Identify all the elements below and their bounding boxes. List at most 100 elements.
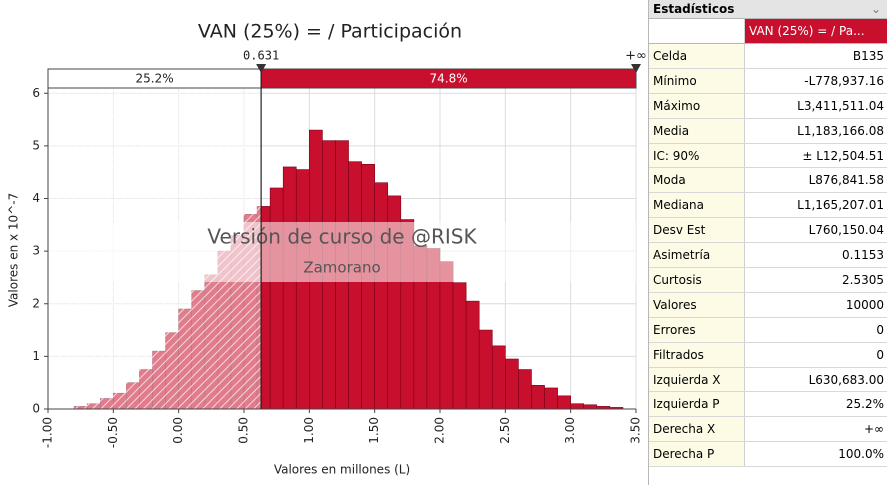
stat-label: Derecha P xyxy=(649,442,745,467)
stat-label: Curtosis xyxy=(649,268,745,292)
bar xyxy=(531,385,545,410)
x-tick-label: 2.00 xyxy=(433,417,447,444)
chart: VAN (25%) = / Participación Valores en m… xyxy=(7,21,647,477)
stat-value: 2.5305 xyxy=(842,273,884,288)
stat-value: L876,841.58 xyxy=(808,173,884,188)
stats-row: IC: 90% ± L12,504.51 xyxy=(649,143,887,169)
stats-row: Mínimo -L778,937.16 xyxy=(649,68,887,94)
x-tick-label: 2.50 xyxy=(498,417,512,444)
delimiter-label: +∞ xyxy=(625,49,647,64)
y-tick-label: 6 xyxy=(32,86,40,100)
stat-value: 0 xyxy=(876,322,884,337)
stat-label: Filtrados xyxy=(649,342,745,367)
statistics-panel: Estadísticos ⌄ VAN (25%) = / Pa... Celda B… xyxy=(648,0,887,485)
watermark-text: Versión de curso de @RISK xyxy=(207,225,477,249)
stats-rows: Celda B135 Mínimo -L778,937.16 Máximo L3,411,… xyxy=(649,44,887,468)
y-tick-label: 1 xyxy=(32,349,40,363)
y-axis-title: Valores en x 10^-7 xyxy=(7,193,21,307)
stat-value: 0 xyxy=(876,347,884,362)
x-tick-label: -0.50 xyxy=(106,417,120,448)
watermark-subtext: Zamorano xyxy=(303,259,380,277)
stat-label: Izquierda P xyxy=(649,392,745,417)
y-tick-label: 4 xyxy=(32,191,40,205)
bar xyxy=(282,166,297,410)
chevron[interactable]: ⌄ xyxy=(870,2,881,16)
stat-value: ± L12,504.51 xyxy=(802,148,884,163)
stats-row: Filtrados 0 xyxy=(649,342,887,368)
watermark-band xyxy=(48,222,636,282)
stat-value: 0.1153 xyxy=(842,248,884,263)
stat-value: 100.0% xyxy=(838,447,884,462)
bar xyxy=(348,161,362,410)
bar xyxy=(583,404,598,410)
x-tick-label: 1.50 xyxy=(367,417,381,444)
x-tick-label: -1.00 xyxy=(41,417,55,448)
bar xyxy=(465,300,480,410)
bar xyxy=(505,358,519,410)
stats-row: Curtosis 2.5305 xyxy=(649,268,887,293)
stats-row: Izquierda P 25.2% xyxy=(649,392,887,418)
delimiter-handle[interactable] xyxy=(631,64,641,73)
stats-row: Izquierda X L630,683.00 xyxy=(649,367,887,393)
stats-row: Desv Est L760,150.04 xyxy=(649,218,887,244)
bar xyxy=(269,187,284,410)
stat-value: 25.2% xyxy=(845,397,884,412)
stat-value: L1,165,207.01 xyxy=(797,198,884,213)
stats-row: Moda L876,841.58 xyxy=(649,168,887,194)
stats-row: Celda B135 xyxy=(649,44,887,69)
stats-row: Asimetría 0.1153 xyxy=(649,243,887,269)
y-tick-label: 2 xyxy=(32,296,40,310)
bar xyxy=(439,261,454,410)
panel-title: Estadísticos xyxy=(653,2,735,16)
stats-row: Errores 0 xyxy=(649,317,887,343)
x-tick-label: 0.00 xyxy=(171,417,185,444)
bar xyxy=(452,282,467,410)
x-tick-label: 0.50 xyxy=(237,417,251,444)
bar xyxy=(518,369,532,410)
stat-label: Media xyxy=(649,118,745,143)
stat-label: Mínimo xyxy=(649,68,745,93)
column-header: VAN (25%) = / Pa... xyxy=(745,19,887,43)
y-tick-label: 5 xyxy=(32,138,40,152)
region-label: 25.2% xyxy=(135,72,173,86)
stat-label: Errores xyxy=(649,317,745,342)
corner-cell xyxy=(649,19,745,43)
stats-row: Mediana L1,165,207.01 xyxy=(649,193,887,219)
stat-label: Asimetría xyxy=(649,243,745,268)
x-axis-title: Valores en millones (L) xyxy=(274,463,410,477)
stat-label: Derecha X xyxy=(649,417,745,442)
y-tick-label: 3 xyxy=(32,244,40,258)
x-tick-label: 1.00 xyxy=(302,417,316,444)
stat-value: B135 xyxy=(852,49,884,63)
panel-header[interactable]: Estadísticos ⌄ xyxy=(649,0,887,19)
stat-value: L630,683.00 xyxy=(808,372,884,387)
bar xyxy=(491,345,506,410)
bar xyxy=(570,403,585,410)
bar xyxy=(374,182,389,410)
stat-value: L3,411,511.04 xyxy=(797,98,884,113)
bar xyxy=(361,164,375,410)
y-tick-label: 0 xyxy=(32,402,40,416)
delimiter-handle[interactable] xyxy=(256,64,267,73)
stat-label: Desv Est xyxy=(649,218,745,243)
x-tick-label: 3.00 xyxy=(563,417,577,444)
bar xyxy=(544,387,558,410)
stat-value: +∞ xyxy=(863,422,884,437)
bar xyxy=(478,329,493,410)
stat-value: 10000 xyxy=(845,297,884,312)
stat-label: Máximo xyxy=(649,93,745,118)
bar xyxy=(557,395,571,410)
column-header-row: VAN (25%) = / Pa... xyxy=(649,19,887,44)
stat-label: Izquierda X xyxy=(649,367,745,392)
stats-row: Derecha P 100.0% xyxy=(649,442,887,468)
delimiter-label: 0.631 xyxy=(243,49,279,63)
stat-label: Moda xyxy=(649,168,745,193)
region-label: 74.8% xyxy=(429,72,467,86)
stat-label: Celda xyxy=(649,44,745,68)
chart-title: VAN (25%) = / Participación xyxy=(198,21,462,43)
stat-label: Valores xyxy=(649,292,745,317)
stat-value: L760,150.04 xyxy=(808,223,884,238)
x-tick-label: 3.50 xyxy=(629,417,643,444)
stat-label: IC: 90% xyxy=(649,143,745,168)
stats-row: Derecha X +∞ xyxy=(649,417,887,443)
